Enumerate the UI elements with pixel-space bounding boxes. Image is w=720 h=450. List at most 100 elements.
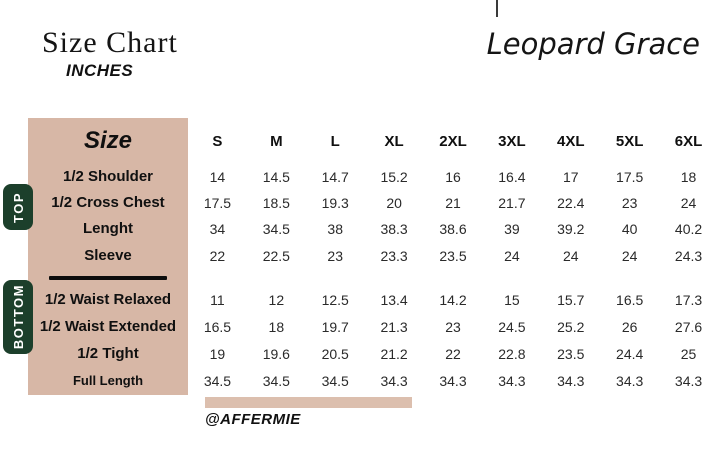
measurement-value-cell: 34.5: [203, 372, 232, 389]
measurement-value-cell: 14.2: [439, 291, 467, 308]
units-label: INCHES: [66, 61, 134, 80]
measurement-value-cell: 23: [445, 318, 461, 335]
measurement-value-cell: 17.5: [203, 195, 232, 211]
measurement-value-cell: 22.8: [498, 345, 526, 362]
measurement-value-cell: 23.5: [557, 345, 585, 362]
measurement-value-cell: 34.5: [321, 372, 349, 389]
measurement-value-cell: 34.3: [616, 372, 644, 389]
table-corner-size-label: Size: [83, 127, 133, 154]
measurement-value-cell: 16: [445, 169, 461, 185]
measurement-value-cell: 21.2: [380, 345, 408, 362]
measurement-value-cell: 22.4: [557, 195, 585, 211]
footer-accent-bar: [205, 397, 412, 408]
measurement-value-cell: 34.3: [380, 372, 408, 389]
measurement-value-cell: 38.3: [380, 221, 408, 237]
section-divider-line: [49, 275, 167, 280]
measurement-value-cell: 19.3: [321, 195, 349, 211]
section-badge-top-label: TOP: [10, 191, 26, 223]
measurement-value-cell: 13.4: [380, 291, 408, 308]
empty-cell: [424, 269, 483, 286]
measurement-value-cell: 14.7: [321, 169, 349, 185]
measurement-value-cell: 25: [680, 345, 697, 362]
measurement-value-cell: 24: [621, 247, 638, 264]
measurement-value-cell: 23.3: [380, 247, 408, 264]
measurement-value-cell: 40: [621, 221, 638, 237]
measurement-value-cell: 14: [209, 169, 226, 185]
measurement-value-cell: 23.5: [439, 247, 467, 264]
empty-cell: [306, 269, 365, 286]
measurement-value-cell: 34.3: [439, 372, 467, 389]
measurement-value-cell: 17.3: [674, 291, 703, 308]
measurement-value-cell: 34.3: [557, 372, 585, 389]
empty-cell: [541, 269, 600, 286]
measurement-value-cell: 18.5: [262, 195, 290, 211]
measurement-row-label: Full Length: [72, 372, 144, 388]
measurement-value-cell: 24: [504, 247, 520, 264]
measurement-value-cell: 15.7: [557, 291, 585, 308]
measurement-row-label: Sleeve: [84, 246, 132, 264]
measurement-value-cell: 16.5: [203, 318, 232, 335]
size-column-header: 4XL: [557, 132, 585, 150]
measurement-value-cell: 34.5: [262, 221, 290, 237]
size-column-header: M: [270, 132, 283, 150]
empty-cell: [365, 269, 424, 286]
label-column-background: [28, 118, 188, 395]
measurement-value-cell: 21.3: [380, 318, 408, 335]
empty-cell: [482, 269, 541, 286]
measurement-value-cell: 24.3: [674, 247, 703, 264]
measurement-row-label: Lenght: [83, 220, 133, 238]
section-badge-bottom-label: BOTTOM: [10, 284, 26, 350]
measurement-value-cell: 34.5: [262, 372, 290, 389]
measurement-value-cell: 12.5: [321, 291, 349, 308]
size-column-header: 3XL: [498, 132, 526, 150]
section-divider-cell: [28, 269, 188, 286]
measurement-value-cell: 22.5: [262, 247, 290, 264]
measurement-value-cell: 38: [327, 221, 343, 237]
measurement-value-cell: 39: [504, 221, 520, 237]
measurement-value-cell: 21: [445, 195, 461, 211]
size-column-header: S: [212, 132, 223, 150]
measurement-value-cell: 24: [680, 195, 697, 211]
measurement-value-cell: 23: [621, 195, 638, 211]
measurement-value-cell: 18: [268, 318, 285, 335]
social-handle: @AFFERMIE: [205, 411, 301, 428]
measurement-row-label: 1/2 Waist Extended: [39, 317, 177, 335]
empty-cell: [247, 269, 306, 286]
measurement-value-cell: 39.2: [557, 221, 585, 237]
empty-cell: [659, 269, 718, 286]
size-column-header: 5XL: [615, 132, 644, 150]
measurement-value-cell: 24.5: [498, 318, 526, 335]
empty-cell: [188, 269, 247, 286]
measurement-value-cell: 25.2: [557, 318, 585, 335]
measurement-value-cell: 34.3: [498, 372, 526, 389]
size-column-header: 2XL: [439, 132, 467, 150]
top-tick-mark: [496, 0, 498, 17]
measurement-value-cell: 15.2: [380, 169, 408, 185]
measurement-value-cell: 17: [562, 169, 579, 185]
measurement-value-cell: 11: [210, 291, 225, 308]
measurement-value-cell: 22: [209, 247, 226, 264]
measurement-value-cell: 16.4: [498, 169, 526, 185]
measurement-row-label: 1/2 Cross Chest: [51, 194, 165, 212]
measurement-value-cell: 24: [562, 247, 579, 264]
measurement-row-label: 1/2 Tight: [77, 344, 139, 362]
size-column-header: L: [330, 132, 340, 150]
measurement-value-cell: 23: [327, 247, 343, 264]
measurement-value-cell: 20.5: [321, 345, 349, 362]
measurement-value-cell: 16.5: [616, 291, 644, 308]
measurement-row-label: 1/2 Shoulder: [62, 168, 154, 186]
measurement-value-cell: 38.6: [439, 221, 467, 237]
measurement-value-cell: 27.6: [674, 318, 703, 335]
measurement-value-cell: 14.5: [262, 169, 290, 185]
size-column-header: 6XL: [674, 132, 703, 150]
measurement-value-cell: 19: [209, 345, 226, 362]
measurement-value-cell: 18: [680, 169, 697, 185]
measurement-value-cell: 15: [504, 291, 520, 308]
size-table: Size S M L XL 2XL 3XL 4XL 5XL 6XL 1/2 Shoulder 14 14…: [28, 118, 718, 394]
measurement-value-cell: 21.7: [498, 195, 526, 211]
measurement-value-cell: 20: [386, 195, 402, 211]
size-column-header: XL: [384, 132, 404, 150]
measurement-value-cell: 24.4: [616, 345, 644, 362]
measurement-value-cell: 19.7: [321, 318, 349, 335]
